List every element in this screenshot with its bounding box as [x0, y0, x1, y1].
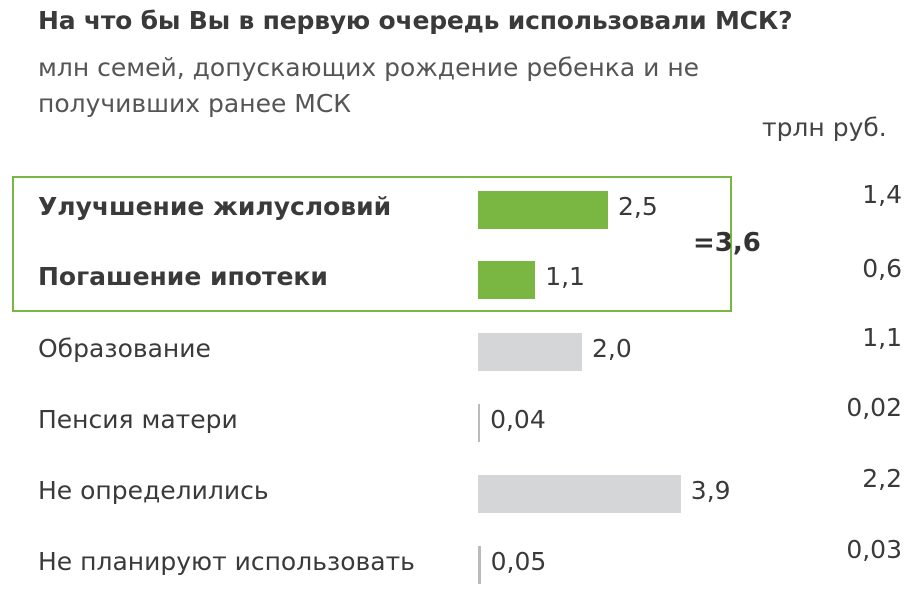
highlight-box: [12, 176, 732, 312]
bar-value-label: 3,9: [690, 476, 731, 505]
bar: [478, 404, 481, 442]
category-label: Не определились: [38, 476, 269, 505]
bar: [478, 475, 681, 513]
chart-title: На что бы Вы в первую очередь использова…: [38, 6, 793, 35]
highlight-total: =3,6: [693, 228, 761, 258]
category-label: Не планируют использовать: [38, 547, 415, 576]
category-label: Улучшение жилусловий: [38, 192, 392, 221]
secondary-value-label: 0,03: [846, 535, 902, 564]
bar: [478, 333, 582, 371]
secondary-unit-label: трлн руб.: [762, 113, 887, 142]
chart-subtitle: млн семей, допускающих рождение ребенка …: [38, 53, 700, 118]
secondary-value-label: 0,02: [846, 393, 902, 422]
category-label: Образование: [38, 334, 211, 363]
bar-value-label: 0,05: [490, 547, 547, 576]
bar-value-label: 2,0: [592, 334, 632, 363]
secondary-value-label: 0,6: [862, 254, 902, 283]
secondary-value-label: 2,2: [862, 464, 902, 493]
bar-value-label: 1,1: [545, 262, 585, 291]
bar-value-label: 2,5: [618, 192, 658, 221]
category-label: Погашение ипотеки: [38, 262, 328, 291]
bar: [478, 191, 608, 229]
bar: [478, 546, 481, 584]
bar: [478, 261, 536, 299]
secondary-value-label: 1,1: [862, 323, 902, 352]
category-label: Пенсия матери: [38, 405, 238, 434]
bar-value-label: 0,04: [490, 405, 546, 434]
secondary-value-label: 1,4: [862, 180, 902, 209]
